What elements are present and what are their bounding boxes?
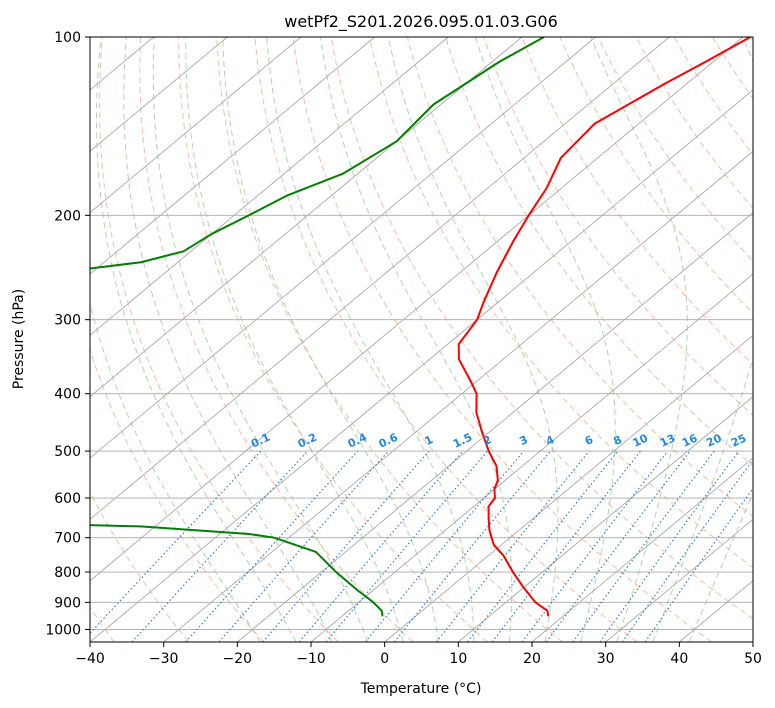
temperature-profile-line bbox=[457, 37, 751, 617]
dry-adiabat-line bbox=[216, 37, 563, 642]
x-tick-label: 10 bbox=[449, 651, 467, 667]
y-tick-label: 600 bbox=[54, 491, 81, 507]
x-tick-label: −10 bbox=[296, 651, 326, 667]
isotherm-line bbox=[605, 518, 753, 642]
y-tick-label: 800 bbox=[54, 565, 81, 581]
line-labels: 0.1 0.2 0.4 0.6 1 1.5 2 3 4 6 8 10 13 16 20 25 bbox=[249, 430, 748, 450]
dry-adiabat-line bbox=[445, 37, 753, 467]
dry-adiabat-line bbox=[254, 37, 638, 642]
isotherm-line bbox=[531, 457, 753, 642]
mixing-ratio-label: 10 bbox=[631, 431, 651, 449]
y-tick-label: 100 bbox=[54, 30, 81, 46]
dry-adiabat-line bbox=[635, 37, 753, 210]
x-tick-label: 20 bbox=[523, 651, 541, 667]
x-tick-label: 0 bbox=[380, 651, 389, 667]
isotherm-line bbox=[90, 37, 670, 520]
y-axis-title: Pressure (hPa) bbox=[11, 289, 27, 389]
y-tick-label: 400 bbox=[54, 387, 81, 403]
mixing-ratio-line bbox=[521, 450, 669, 642]
dry-adiabat-line bbox=[139, 37, 414, 642]
dry-adiabat-line bbox=[90, 490, 190, 642]
isotherm-line bbox=[458, 396, 753, 642]
isotherm-line bbox=[384, 334, 753, 642]
mixing-ratio-label: 20 bbox=[704, 431, 724, 449]
moist-adiabats bbox=[90, 37, 753, 642]
plot-frame bbox=[89, 36, 754, 643]
moist-adiabat-line bbox=[96, 37, 297, 642]
mixing-ratio-line bbox=[644, 487, 753, 642]
x-tick-label: 50 bbox=[744, 651, 762, 667]
mixing-ratio-line bbox=[185, 450, 359, 642]
y-axis: 100 200 300 400 500 600 700 800 900 1000 bbox=[45, 30, 90, 638]
moist-adiabat-line bbox=[90, 301, 261, 642]
mixing-ratio-line bbox=[131, 450, 309, 642]
dry-adiabat-line bbox=[559, 37, 753, 314]
y-tick-label: 200 bbox=[54, 208, 81, 224]
dry-adiabat-line bbox=[597, 37, 753, 262]
y-tick-label: 1000 bbox=[45, 622, 81, 638]
mixing-ratio-line bbox=[90, 450, 262, 635]
mixing-ratio-lines bbox=[90, 450, 753, 642]
moist-adiabat-line bbox=[320, 37, 513, 642]
dewpoint-profile-line bbox=[90, 37, 545, 617]
chart-title: wetPf2_S201.2026.095.01.03.G06 bbox=[284, 12, 558, 32]
mixing-ratio-line bbox=[364, 450, 525, 642]
mixing-ratio-label: 13 bbox=[658, 432, 677, 450]
x-tick-label: −30 bbox=[149, 651, 179, 667]
isotherm-line bbox=[90, 89, 753, 642]
x-tick-label: 30 bbox=[597, 651, 615, 667]
mixing-ratio-label: 25 bbox=[729, 432, 748, 450]
x-axis: −40 −30 −20 −10 0 10 20 30 40 50 bbox=[75, 642, 762, 667]
mixing-ratio-line bbox=[467, 450, 619, 642]
moist-adiabat-line bbox=[652, 37, 753, 642]
dry-adiabat-line bbox=[330, 37, 753, 620]
moist-adiabat-line bbox=[222, 37, 439, 642]
isotherm-line bbox=[90, 37, 449, 336]
mixing-ratio-line bbox=[218, 450, 389, 642]
isotherm-line bbox=[237, 212, 753, 642]
isotherm-line bbox=[90, 37, 228, 152]
profiles bbox=[90, 37, 751, 617]
y-tick-label: 900 bbox=[54, 595, 81, 611]
mixing-ratio-line bbox=[572, 450, 715, 642]
dry-adiabat-line bbox=[99, 37, 339, 642]
y-tick-label: 300 bbox=[54, 313, 81, 329]
y-tick-label: 500 bbox=[54, 444, 81, 460]
mixing-ratio-line bbox=[545, 450, 691, 642]
x-tick-label: −20 bbox=[223, 651, 253, 667]
moist-adiabat-line bbox=[185, 37, 404, 642]
moist-adiabat-line bbox=[688, 492, 753, 642]
isotherm-line bbox=[310, 273, 753, 642]
mixing-ratio-line bbox=[262, 450, 430, 642]
x-axis-title: Temperature (°C) bbox=[360, 681, 482, 697]
moist-adiabat-line bbox=[475, 37, 616, 642]
mixing-ratio-line bbox=[621, 458, 753, 642]
mixing-ratio-line bbox=[599, 450, 740, 642]
moist-adiabat-line bbox=[590, 37, 688, 642]
moist-adiabat-line bbox=[266, 37, 475, 642]
isotherm-line bbox=[90, 37, 302, 214]
isotherm-line bbox=[90, 37, 596, 459]
mixing-ratio-line bbox=[393, 450, 551, 642]
y-tick-label: 700 bbox=[54, 531, 81, 547]
x-tick-label: 40 bbox=[670, 651, 688, 667]
isotherm-line bbox=[90, 37, 375, 275]
mixing-ratio-label: 16 bbox=[680, 431, 700, 449]
x-tick-label: −40 bbox=[75, 651, 105, 667]
moist-adiabat-line bbox=[387, 37, 559, 642]
dry-adiabat-line bbox=[292, 37, 713, 642]
moist-adiabat-line bbox=[152, 37, 369, 642]
isotherm-line bbox=[90, 37, 744, 582]
